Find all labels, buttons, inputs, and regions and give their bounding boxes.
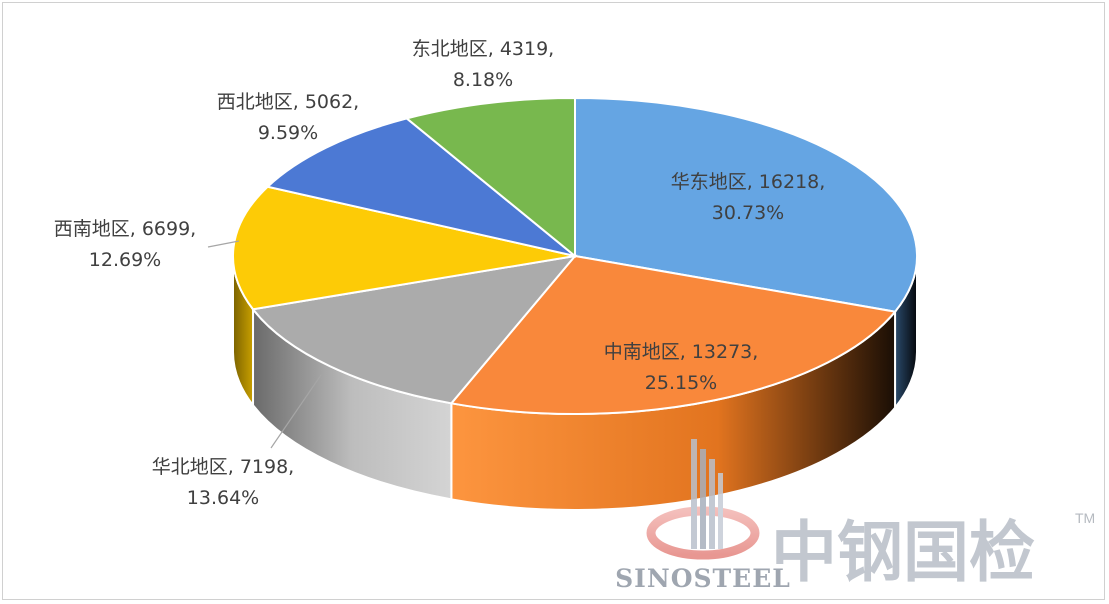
sinosteel-logo-icon xyxy=(646,439,760,560)
pie-slice-华东地区 xyxy=(574,96,918,313)
data-label-中南地区: 中南地区, 13273, xyxy=(604,341,759,363)
pie-top-faces xyxy=(232,96,918,415)
leader-lines xyxy=(207,240,322,449)
percent-label-西南地区: 12.69% xyxy=(89,249,161,271)
data-label-华东地区: 华东地区, 16218, xyxy=(671,171,826,193)
pie-slice-华北地区 xyxy=(251,254,578,405)
data-label-华北地区: 华北地区, 7198, xyxy=(152,456,294,478)
percent-label-中南地区: 25.15% xyxy=(645,372,717,394)
data-label-东北地区: 东北地区, 4319, xyxy=(412,38,554,60)
percent-label-东北地区: 8.18% xyxy=(453,69,513,91)
watermark-english: SINOSTEEL xyxy=(615,564,791,593)
percent-label-华东地区: 30.73% xyxy=(712,202,784,224)
percent-label-华北地区: 13.64% xyxy=(187,487,259,509)
pie-slice-中南地区 xyxy=(449,254,897,415)
pie-slice-东北地区 xyxy=(404,96,576,259)
leader-line-西南地区 xyxy=(207,240,240,248)
percent-label-西北地区: 9.59% xyxy=(258,122,318,144)
pie-slice-西北地区 xyxy=(265,117,576,257)
watermark-chinese: 中钢国检 xyxy=(771,513,1035,591)
watermark-tm: TM xyxy=(1075,510,1095,526)
leader-line-华北地区 xyxy=(270,374,322,449)
pie-chart: 华东地区, 16218, 30.73% 中南地区, 13273, 25.15% 华北地区… xyxy=(54,38,1095,593)
data-label-西南地区: 西南地区, 6699, xyxy=(54,218,196,240)
data-labels: 华东地区, 16218, 30.73% 中南地区, 13273, 25.15% 华北地区… xyxy=(54,38,826,509)
sinosteel-watermark: SINOSTEEL 中钢国检 TM xyxy=(615,439,1095,593)
pie-slice-西南地区 xyxy=(232,185,576,311)
data-label-西北地区: 西北地区, 5062, xyxy=(217,91,359,113)
